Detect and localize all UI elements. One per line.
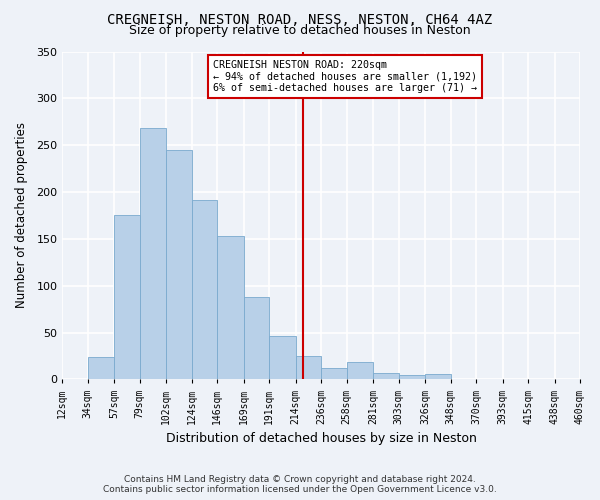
Text: Size of property relative to detached houses in Neston: Size of property relative to detached ho… [129,24,471,37]
Text: CREGNEISH, NESTON ROAD, NESS, NESTON, CH64 4AZ: CREGNEISH, NESTON ROAD, NESS, NESTON, CH… [107,12,493,26]
Bar [140,128,166,380]
X-axis label: Distribution of detached houses by size in Neston: Distribution of detached houses by size … [166,432,476,445]
Y-axis label: Number of detached properties: Number of detached properties [15,122,28,308]
Bar [296,356,321,380]
Bar [321,368,347,380]
Bar [373,373,398,380]
Bar [269,336,296,380]
Bar [398,374,425,380]
Bar [244,297,269,380]
Bar [115,216,140,380]
Bar [88,357,115,380]
Bar [217,236,244,380]
Bar [192,200,217,380]
Text: CREGNEISH NESTON ROAD: 220sqm
← 94% of detached houses are smaller (1,192)
6% of: CREGNEISH NESTON ROAD: 220sqm ← 94% of d… [212,60,476,94]
Bar [166,150,192,380]
Text: Contains HM Land Registry data © Crown copyright and database right 2024.
Contai: Contains HM Land Registry data © Crown c… [103,474,497,494]
Bar [425,374,451,380]
Bar [347,362,373,380]
